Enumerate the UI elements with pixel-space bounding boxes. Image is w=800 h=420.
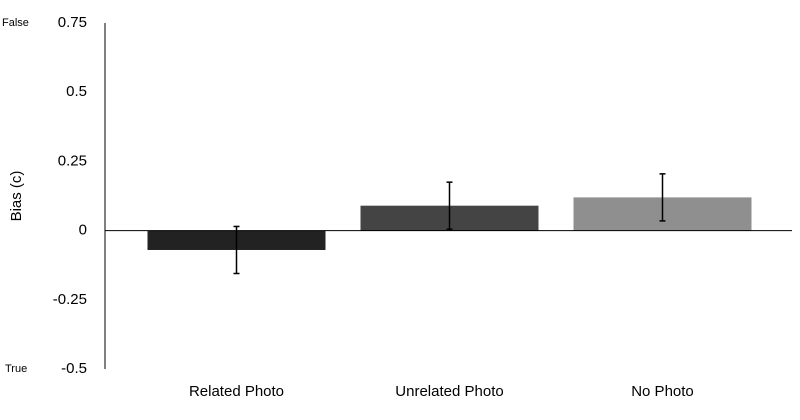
y-tick-label: 0.75 xyxy=(58,14,87,31)
y-tick-label: 0.5 xyxy=(66,83,87,100)
y-tick-label: -0.25 xyxy=(53,291,87,308)
x-tick-label: Related Photo xyxy=(189,383,284,400)
annotation-bottom: True xyxy=(5,363,27,375)
y-tick-label: 0.25 xyxy=(58,152,87,169)
y-tick-label: 0 xyxy=(79,222,87,239)
y-tick-label: -0.5 xyxy=(61,360,87,377)
x-tick-label: No Photo xyxy=(631,383,694,400)
annotation-top: False xyxy=(2,17,29,29)
y-axis-label: Bias (c) xyxy=(8,171,25,222)
x-tick-label: Unrelated Photo xyxy=(395,383,503,400)
